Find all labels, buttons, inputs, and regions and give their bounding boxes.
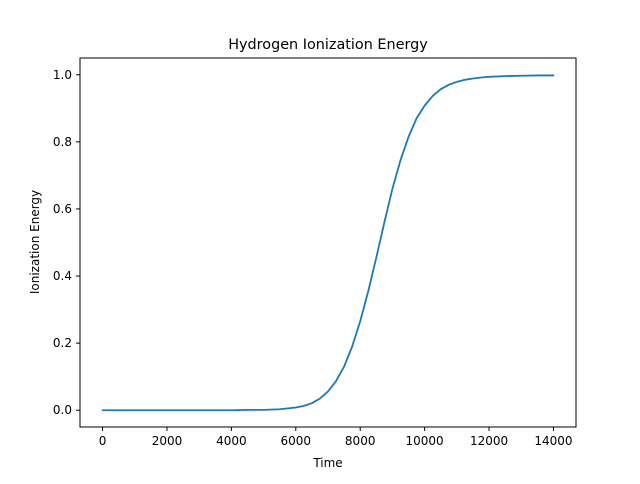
y-axis-label: Ionization Energy (28, 190, 42, 294)
x-tick-label: 14000 (534, 434, 572, 448)
x-tick-label: 10000 (406, 434, 444, 448)
y-tick-label: 0.4 (53, 269, 72, 283)
x-tick-label: 6000 (281, 434, 312, 448)
x-tick-label: 8000 (345, 434, 376, 448)
chart-title: Hydrogen Ionization Energy (228, 37, 428, 53)
y-tick-label: 0.2 (53, 336, 72, 350)
x-axis-label: Time (312, 456, 342, 470)
y-tick-label: 0.6 (53, 202, 72, 216)
series-lines (101, 74, 555, 412)
y-tick-label: 1.0 (53, 68, 72, 82)
y-tick-label: 0.0 (53, 403, 72, 417)
x-tick-label: 0 (99, 434, 107, 448)
x-tick-label: 2000 (152, 434, 183, 448)
x-tick-label: 4000 (216, 434, 247, 448)
series-line (101, 74, 555, 412)
plot-frame (79, 57, 577, 428)
ticks: 0 2000 4000 6000 8000 10000 12000 14000 0.0 0.2 0.… (53, 68, 573, 448)
x-tick-label: 12000 (470, 434, 508, 448)
y-tick-label: 0.8 (53, 135, 72, 149)
